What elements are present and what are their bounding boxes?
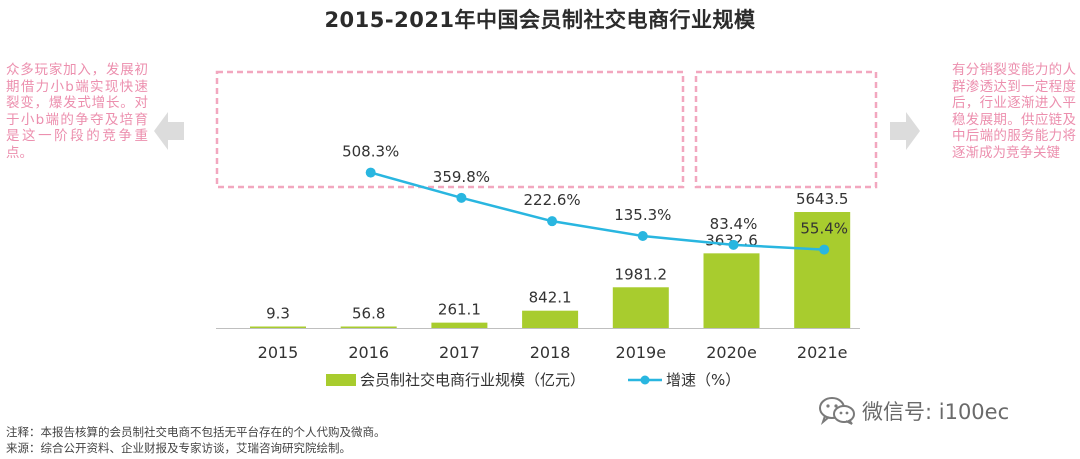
growth-rate-line [370, 171, 825, 251]
growth-point-2017 [456, 192, 467, 203]
x-tick-2017: 2017 [439, 343, 480, 362]
x-tick-2021e: 2021e [797, 343, 848, 362]
right-annotation: 有分销裂变能力的人群渗透达到一定程度后，行业逐渐进入平稳发展期。供应链及中后端的… [952, 62, 1076, 161]
growth-label-2018: 222.6% [523, 191, 580, 209]
growth-point-2016 [365, 167, 376, 178]
right-arrow-icon [890, 112, 920, 150]
growth-point-2020e [728, 239, 739, 250]
bar-2015 [250, 326, 306, 328]
bar-2021e [794, 212, 851, 328]
x-tick-2020e: 2020e [706, 343, 757, 362]
bar-value-label-2016: 56.8 [352, 305, 385, 323]
bar-2019e [612, 287, 669, 328]
footnote-source: 来源：综合公开资料、企业财报及专家访谈，艾瑞咨询研究院绘制。 [6, 441, 351, 455]
growth-point-2018 [547, 216, 558, 227]
x-tick-2015: 2015 [258, 343, 299, 362]
bar-value-label-2017: 261.1 [438, 301, 481, 319]
watermark: 微信号: i100ec [818, 396, 1009, 426]
growth-label-2020e: 83.4% [710, 215, 758, 233]
legend-item-scale: 会员制社交电商行业规模（亿元） [326, 369, 585, 390]
footnote-note: 注释：本报告核算的会员制社交电商不包括无平台存在的个人代购及微商。 [6, 425, 386, 439]
chart-title: 2015-2021年中国会员制社交电商行业规模 [324, 8, 756, 32]
wechat-icon [819, 397, 855, 426]
bar-value-label-2021e: 5643.5 [796, 190, 849, 208]
left-annotation: 众多玩家加入，发展初期借力小b端实现快速裂变，爆发式增长。对于小b端的争夺及培育… [6, 62, 148, 161]
bar-2016 [340, 326, 397, 328]
growth-label-2021e: 55.4% [800, 220, 848, 238]
bar-value-label-2019e: 1981.2 [615, 265, 668, 283]
growth-label-2016: 508.3% [342, 143, 399, 161]
legend-item-growth: 增速（%） [628, 369, 740, 390]
legend-bar-label: 会员制社交电商行业规模（亿元） [360, 371, 586, 389]
bar-value-label-2018: 842.1 [529, 289, 572, 307]
bar-2020e [703, 253, 760, 328]
dashed-box-rapid-growth [215, 70, 685, 189]
chart-legend: 会员制社交电商行业规模（亿元） 增速（%） [0, 369, 1080, 391]
growth-point-2021e [819, 244, 830, 255]
bar-value-label-2015: 9.3 [266, 305, 290, 323]
legend-line-swatch [628, 375, 662, 384]
dashed-box-stable-growth [694, 70, 878, 189]
x-tick-2019e: 2019e [616, 343, 667, 362]
x-tick-2016: 2016 [348, 343, 389, 362]
watermark-text: 微信号: i100ec [862, 400, 1010, 424]
bar-2017 [431, 322, 488, 328]
left-arrow-icon [154, 112, 184, 150]
growth-label-2017: 359.8% [433, 168, 490, 186]
legend-line-label: 增速（%） [666, 371, 741, 389]
bar-2018 [522, 310, 579, 328]
legend-bar-swatch [326, 373, 356, 386]
growth-point-2019e [637, 230, 648, 241]
x-tick-2018: 2018 [530, 343, 571, 362]
growth-label-2019e: 135.3% [614, 206, 671, 224]
